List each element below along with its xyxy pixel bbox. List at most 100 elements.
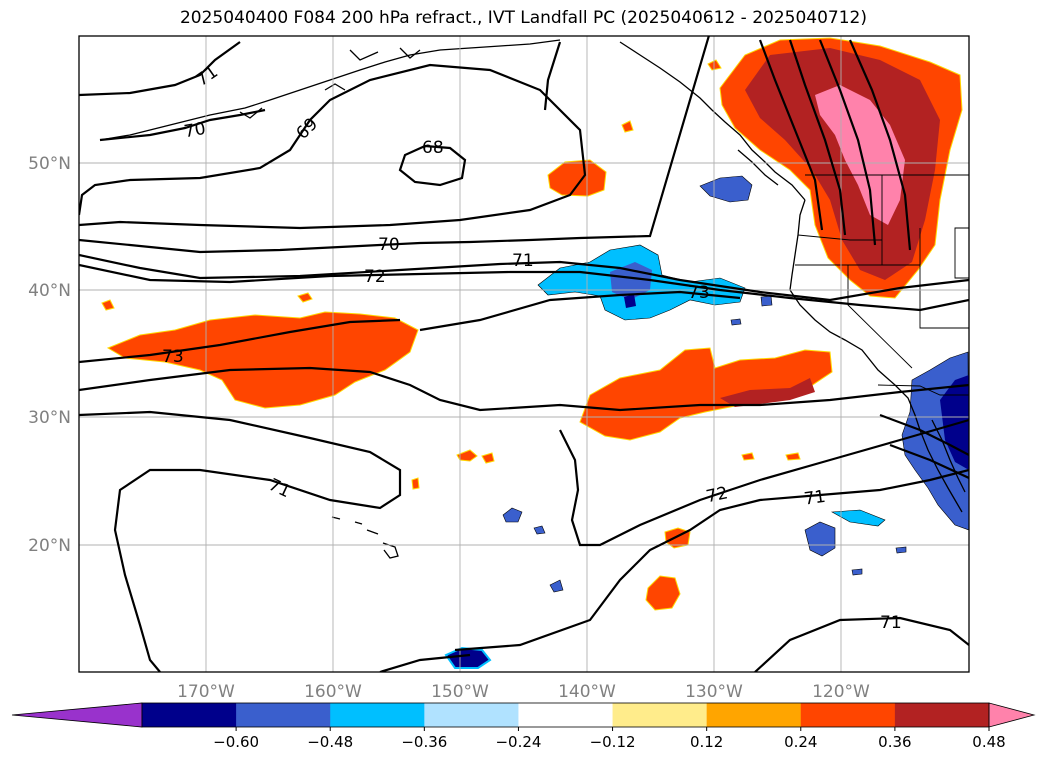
colorbar-tick-label: 0.48 — [972, 733, 1005, 751]
anomaly-region-neg-small-7 — [895, 546, 907, 554]
coastline-vancouver-island — [737, 149, 779, 186]
colorbar-segment — [894, 703, 990, 727]
colorbar-ticks: −0.60 −0.48 −0.36 −0.24 −0.12 0.12 0.24 0.36 0.4… — [213, 727, 1006, 751]
contour-71-south-ring — [79, 410, 402, 672]
anomaly-region-blob-small-5 — [411, 477, 420, 490]
colorbar-extend-high — [988, 702, 1036, 728]
contour-70-mid — [79, 36, 710, 254]
contour-west-coast — [758, 39, 912, 251]
colorbar-tick-label: 0.36 — [878, 733, 911, 751]
anomaly-region-blob-south-1 — [645, 575, 681, 611]
negative-anomaly-fill — [444, 175, 969, 669]
lon-tick-label: 150°W — [431, 682, 489, 702]
coastline-baja — [919, 419, 966, 513]
colorbar-segment — [142, 703, 237, 727]
anomaly-region-blob-48n — [547, 159, 607, 197]
contour-73 — [79, 290, 741, 364]
refractivity-contours — [79, 36, 969, 672]
contour-label: 73 — [688, 283, 710, 303]
anomaly-region-blob-south-3 — [456, 449, 478, 462]
longitude-tick-labels: 170°W 160°W 150°W 140°W 130°W 120°W — [177, 682, 870, 702]
anomaly-region-neg-small-2 — [549, 579, 564, 593]
contour-72-southwest — [559, 418, 969, 547]
colorbar-segment — [612, 703, 708, 727]
contour-71-north — [79, 41, 241, 97]
anomaly-region-blob-small-2 — [101, 299, 115, 311]
anomaly-region-west-band — [106, 311, 419, 409]
anomaly-region-neg-small-4 — [730, 318, 742, 326]
border-nv-ut — [919, 228, 969, 329]
colorbar-tick-label: −0.36 — [401, 733, 447, 751]
contour-label: 72 — [364, 267, 386, 287]
contour-68 — [398, 144, 467, 187]
contour-71-south-trough — [454, 468, 969, 652]
colorbar-segment — [518, 703, 614, 727]
latitude-tick-labels: 50°N 40°N 30°N 20°N — [28, 154, 71, 556]
coastlines — [99, 39, 966, 559]
map-title: 2025040400 F084 200 hPa refract., IVT La… — [179, 8, 867, 28]
lon-tick-label: 130°W — [685, 682, 743, 702]
anomaly-region-neg-48n — [699, 175, 753, 203]
anomaly-region-neg-south-1 — [804, 521, 836, 557]
anomaly-region-blob-small-4 — [707, 59, 722, 71]
contour-label: 70 — [378, 235, 400, 255]
lon-tick-label: 120°W — [812, 682, 870, 702]
colorbar-tick-label: −0.60 — [213, 733, 259, 751]
positive-anomaly-fill — [101, 37, 963, 611]
contour-label: 71 — [512, 251, 534, 271]
anomaly-region-blob-small-3 — [621, 120, 634, 133]
anomaly-region-neg-south-2 — [830, 509, 886, 527]
gridlines — [79, 36, 969, 672]
colorbar-segments — [11, 702, 1036, 728]
political-borders — [795, 174, 969, 396]
lon-tick-label: 140°W — [558, 682, 616, 702]
contour-72-south — [79, 366, 969, 412]
anomaly-region-east-core — [720, 378, 815, 407]
contour-trough — [379, 41, 562, 672]
colorbar-segment — [236, 703, 331, 727]
contour-70-north — [99, 108, 266, 142]
contour-69 — [79, 63, 587, 230]
contour-71-mid — [79, 253, 969, 302]
contour-label: 71 — [880, 613, 902, 633]
colorbar-segment — [424, 703, 519, 727]
colorbar-frame — [141, 702, 990, 728]
plot-frame — [78, 35, 970, 673]
anomaly-region-neg-small-3 — [533, 525, 546, 535]
border-id — [881, 175, 969, 279]
anomaly-region-neg-small-6 — [851, 568, 863, 576]
contour-72-mid — [79, 263, 969, 312]
coastline-hawaii — [331, 516, 399, 559]
lat-tick-label: 50°N — [28, 154, 71, 174]
coastline-bc — [619, 41, 806, 201]
coastline-alaska-islands — [239, 47, 421, 119]
coastline-alaska — [99, 39, 561, 141]
colorbar-extend-low — [11, 702, 143, 728]
lon-tick-label: 160°W — [304, 682, 362, 702]
contour-label: 71 — [803, 487, 827, 510]
lat-tick-label: 30°N — [28, 408, 71, 428]
colorbar-tick-label: −0.24 — [495, 733, 541, 751]
anomaly-region-neg-small-1 — [502, 507, 523, 523]
border-wa-or — [797, 234, 882, 241]
anomaly-region-sw-coast-deep — [940, 375, 969, 470]
anomaly-region-blob-small-1 — [297, 292, 313, 303]
border-us-mexico — [877, 384, 969, 396]
colorbar-tick-label: −0.12 — [590, 733, 636, 751]
colorbar-tick-label: −0.48 — [307, 733, 353, 751]
contour-label: 70 — [182, 119, 207, 142]
lat-tick-label: 40°N — [28, 281, 71, 301]
anomaly-region-pnw-core — [745, 48, 940, 280]
anomaly-region-blob-small-7 — [785, 452, 801, 461]
contour-label: 72 — [704, 483, 729, 507]
colorbar-tick-label: 0.24 — [784, 733, 817, 751]
colorbar-tick-label: 0.12 — [690, 733, 723, 751]
anomaly-region-neg-small-5 — [760, 295, 773, 307]
lat-tick-label: 20°N — [28, 536, 71, 556]
colorbar-segment — [330, 703, 425, 727]
colorbar-segment — [706, 703, 802, 727]
anomaly-region-blob-south-4 — [481, 452, 495, 464]
contour-71-southeast — [754, 616, 969, 672]
contour-label: 68 — [422, 138, 444, 158]
contour-sw-coast — [879, 413, 969, 479]
